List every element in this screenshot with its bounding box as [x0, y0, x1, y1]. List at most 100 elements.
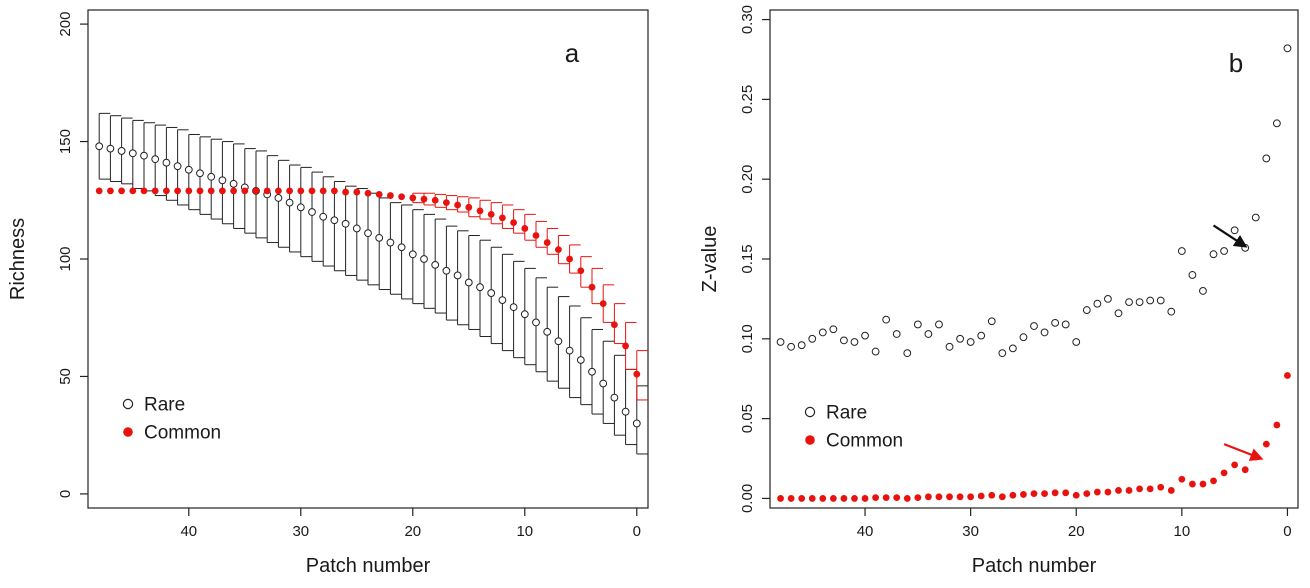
chart1_legend-label: Rare — [826, 403, 867, 424]
chart0_x-tick-label: 0 — [633, 523, 641, 540]
chart1_point-common — [1273, 421, 1281, 429]
chart0_point-common — [107, 187, 114, 195]
chart0_legend-marker-rare — [122, 398, 134, 410]
chart0_point-common — [207, 187, 215, 195]
chart1_point-common — [829, 495, 837, 502]
chart1_y-tick-label: 0.10 — [739, 324, 756, 353]
chart1_point-rare — [924, 330, 933, 338]
chart0_point-rare — [565, 346, 574, 355]
chart1_point-common — [882, 494, 890, 502]
chart1_point-common — [1146, 485, 1154, 493]
chart0_point-rare — [128, 149, 137, 158]
chart0_point-common — [611, 321, 618, 329]
chart1_point-rare — [1209, 250, 1218, 259]
chart0_point-rare — [554, 337, 563, 346]
chart1_legend-label: Common — [826, 431, 903, 452]
chart1_point-common — [840, 495, 848, 502]
chart1_point-rare — [945, 342, 954, 351]
chart0_point-rare — [509, 303, 518, 312]
chart0_point-rare — [106, 144, 115, 153]
chart0_y-tick-label: 200 — [57, 12, 74, 37]
chart0_point-common — [375, 191, 383, 198]
chart1_point-rare — [1272, 119, 1281, 128]
chart1_point-rare — [797, 341, 806, 350]
chart0_point-common — [286, 187, 293, 195]
chart0_point-common — [252, 187, 260, 195]
chart1_point-rare — [1167, 307, 1176, 316]
chart1_point-rare — [913, 320, 922, 329]
chart0_point-common — [476, 207, 484, 215]
chart1_point-common — [914, 494, 922, 502]
chart1_arrow-black — [1212, 224, 1248, 248]
chart0_point-common — [543, 239, 551, 246]
chart1_x-tick-label: 30 — [962, 523, 979, 540]
chart0_point-common — [319, 187, 327, 195]
chart1_point-common — [1220, 469, 1228, 477]
chart1_x-tick-label: 40 — [857, 523, 874, 540]
chart0_point-common — [353, 188, 361, 196]
chart0_point-common — [633, 370, 641, 378]
chart0_point-common — [297, 187, 305, 195]
chart1_point-common — [1262, 440, 1270, 448]
chart1_point-common — [777, 495, 784, 502]
chart0_point-rare — [431, 260, 440, 269]
chart1_point-common — [967, 493, 975, 501]
chart0_y-tick-label: 100 — [57, 246, 74, 271]
chart1_legend-marker-rare — [804, 406, 816, 418]
chart1_point-common — [893, 494, 901, 502]
chart0_point-common — [588, 283, 596, 291]
chart1_point-rare — [1230, 226, 1239, 235]
chart0_error-bar-rare — [333, 180, 346, 272]
chart0_point-common — [118, 187, 125, 195]
chart0_point-common — [196, 187, 204, 195]
chart0_point-rare — [95, 142, 104, 151]
chart1_point-common — [808, 495, 816, 502]
chart0_point-common — [577, 267, 585, 275]
chart0_point-rare — [218, 176, 227, 185]
chart0_point-common — [364, 189, 372, 197]
chart0_error-bar-rare — [289, 164, 301, 253]
chart0_point-common — [140, 187, 148, 195]
chart0_point-common — [510, 219, 517, 226]
chart0_point-rare — [498, 296, 507, 305]
chart1_point-rare — [808, 334, 817, 343]
chart1_panel-letter: b — [1229, 48, 1243, 78]
chart0_error-bar-rare — [266, 155, 279, 244]
chart0_point-common — [487, 210, 495, 218]
chart1_point-common — [1093, 488, 1101, 496]
chart1_legend-item-common: Common — [805, 431, 903, 452]
chart1_y-tick-label: 0.20 — [739, 165, 756, 194]
chart1_point-common — [851, 495, 858, 502]
chart0_point-rare — [184, 165, 193, 174]
chart0_point-rare — [296, 203, 305, 212]
chart0_point-common — [151, 187, 159, 195]
chart1_point-rare — [776, 338, 785, 346]
chart1_point-common — [798, 495, 806, 502]
chart0_point-rare — [117, 147, 126, 155]
chart1_point-common — [1241, 466, 1249, 474]
chart0_legend-item-common: Common — [123, 423, 221, 444]
chart0_point-common — [174, 187, 182, 195]
chart0_point-common — [431, 196, 439, 204]
chart1_point-common — [1167, 487, 1175, 494]
chart0_point-rare — [476, 283, 484, 292]
chart0_point-common — [331, 187, 338, 195]
chart0_point-common — [409, 194, 417, 202]
chart0_point-rare — [588, 367, 596, 376]
chart0_point-rare — [352, 224, 361, 233]
chart0_error-bar-rare — [311, 171, 323, 262]
chart0_error-bar-rare — [300, 166, 312, 258]
chart0_legend-marker-common — [123, 427, 133, 437]
chart0_point-common — [599, 300, 607, 308]
chart1_point-rare — [935, 320, 943, 329]
chart1_point-common — [903, 495, 911, 502]
chart1_x-tick-label: 0 — [1283, 523, 1291, 540]
chart1_point-rare — [1262, 154, 1271, 163]
chart0_point-rare — [632, 419, 641, 428]
chart0_point-rare — [520, 310, 529, 319]
chart0_point-common — [185, 187, 193, 195]
chart0_point-common — [465, 203, 473, 211]
chart1_point-common — [925, 493, 932, 501]
chart1_point-common — [1072, 491, 1080, 499]
